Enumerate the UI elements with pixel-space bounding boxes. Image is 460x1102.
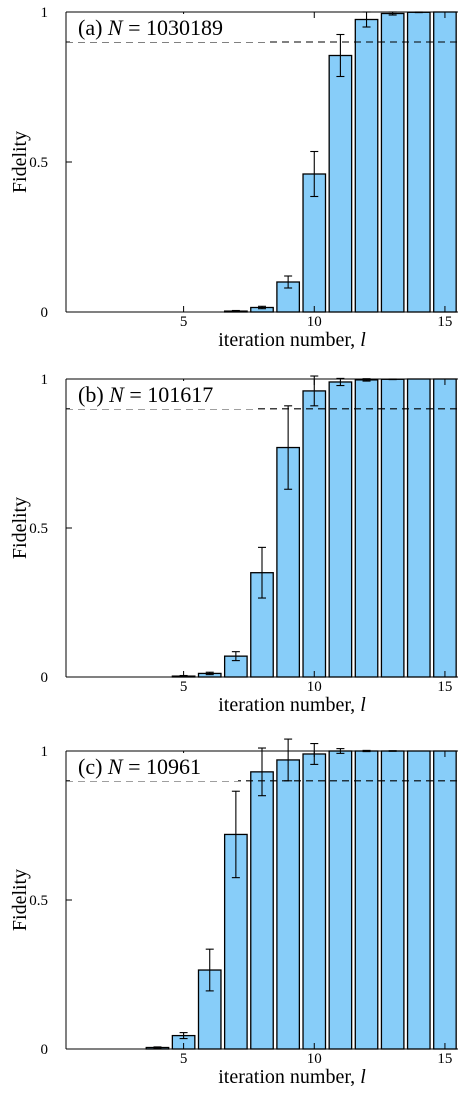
- error-bar: [231, 790, 240, 879]
- error-bar: [231, 651, 240, 662]
- x-tick-label: 5: [180, 314, 188, 330]
- y-axis-title: Fidelity: [9, 869, 31, 931]
- x-axis-title-text: iteration number,: [218, 694, 360, 716]
- bar: [328, 381, 353, 678]
- x-tick-label: 10: [307, 1051, 322, 1067]
- x-axis-title-var: l: [360, 694, 366, 716]
- y-tick-label: 0.5: [29, 155, 48, 171]
- bar: [433, 378, 457, 678]
- y-tick-label: 0.5: [29, 893, 48, 909]
- x-axis-title-text: iteration number,: [218, 1066, 360, 1088]
- x-tick-label: 10: [307, 314, 322, 330]
- x-axis-title-var: l: [360, 1066, 366, 1088]
- error-bar: [258, 305, 266, 310]
- error-bar: [153, 1046, 162, 1049]
- panel-label-bg: [70, 753, 238, 781]
- y-axis-title: Fidelity: [9, 131, 31, 193]
- x-tick-label: 5: [180, 1051, 188, 1067]
- panel-label-letter: (a): [78, 15, 108, 40]
- bar: [354, 750, 379, 1050]
- error-bar: [258, 546, 266, 599]
- panel-label-value: = 10961: [123, 754, 201, 779]
- panel-label: (c) N = 10961: [78, 754, 201, 779]
- error-bar: [336, 377, 345, 387]
- panel-label: (b) N = 101617: [78, 382, 213, 407]
- bar-chart-b: 5 10 15 0 0.5 1 iteration number, l Fidelity (b)…: [9, 372, 458, 716]
- x-tick-label: 15: [437, 679, 452, 695]
- error-bar: [284, 405, 293, 490]
- bar: [406, 750, 431, 1050]
- bar: [276, 759, 301, 1050]
- x-tick-label: 5: [180, 679, 188, 695]
- error-bar: [205, 671, 214, 676]
- panel-label-value: = 101617: [124, 382, 213, 407]
- panel-label-var: N: [108, 382, 125, 407]
- y-tick-label: 0: [41, 1042, 49, 1058]
- bar: [433, 11, 457, 313]
- panel-label-var: N: [107, 15, 124, 40]
- panel-label-var: N: [107, 754, 124, 779]
- panel-label-bg: [70, 381, 256, 409]
- y-tick-label: 0.5: [29, 521, 48, 537]
- bar: [406, 378, 431, 678]
- y-tick-label: 0: [41, 305, 49, 321]
- bar: [250, 771, 274, 1050]
- y-tick-label: 1: [41, 372, 49, 388]
- bar-chart-c: 5 10 15 0 0.5 1 iteration number, l Fidelity (c)…: [9, 738, 458, 1088]
- error-bar: [205, 948, 214, 992]
- bar: [354, 379, 379, 678]
- error-bar: [310, 150, 319, 198]
- panel-b: 5 10 15 0 0.5 1 iteration number, l Fidelity (b)…: [0, 365, 460, 730]
- error-bar: [179, 1032, 188, 1040]
- bar: [380, 750, 405, 1050]
- bar: [302, 390, 327, 678]
- x-tick-label: 15: [437, 1051, 452, 1067]
- bar: [406, 11, 431, 313]
- x-axis-title: iteration number, l: [218, 1066, 366, 1088]
- panel-label: (a) N = 1030189: [78, 15, 223, 40]
- panel-c: 5 10 15 0 0.5 1 iteration number, l Fidelity (c)…: [0, 730, 460, 1102]
- panel-label-letter: (b): [78, 382, 109, 407]
- bar: [380, 12, 405, 313]
- bar: [328, 54, 353, 313]
- error-bar: [258, 747, 266, 797]
- x-axis-title-var: l: [360, 329, 366, 351]
- y-tick-label: 1: [41, 744, 49, 760]
- bar: [433, 750, 457, 1050]
- x-axis-title-text: iteration number,: [218, 329, 360, 351]
- bar: [328, 750, 353, 1050]
- panel-label-letter: (c): [78, 754, 108, 779]
- x-tick-label: 15: [437, 314, 452, 330]
- x-axis-title: iteration number, l: [218, 329, 366, 351]
- panel-label-value: = 1030189: [123, 15, 223, 40]
- panel-label-bg: [70, 14, 266, 42]
- error-bar: [336, 33, 345, 78]
- y-tick-label: 0: [41, 670, 49, 686]
- bar: [302, 753, 327, 1050]
- bar-chart-a: 5 10 15 0 0.5 1 iteration number, l Fidelity (a)…: [9, 5, 458, 351]
- x-tick-label: 10: [307, 679, 322, 695]
- bar: [380, 378, 405, 678]
- panel-a: 5 10 15 0 0.5 1 iteration number, l Fidelity (a)…: [0, 0, 460, 365]
- bar: [354, 18, 379, 313]
- y-axis-title: Fidelity: [9, 497, 31, 559]
- error-bar: [284, 275, 293, 289]
- x-axis-title: iteration number, l: [218, 694, 366, 716]
- y-tick-label: 1: [41, 5, 49, 21]
